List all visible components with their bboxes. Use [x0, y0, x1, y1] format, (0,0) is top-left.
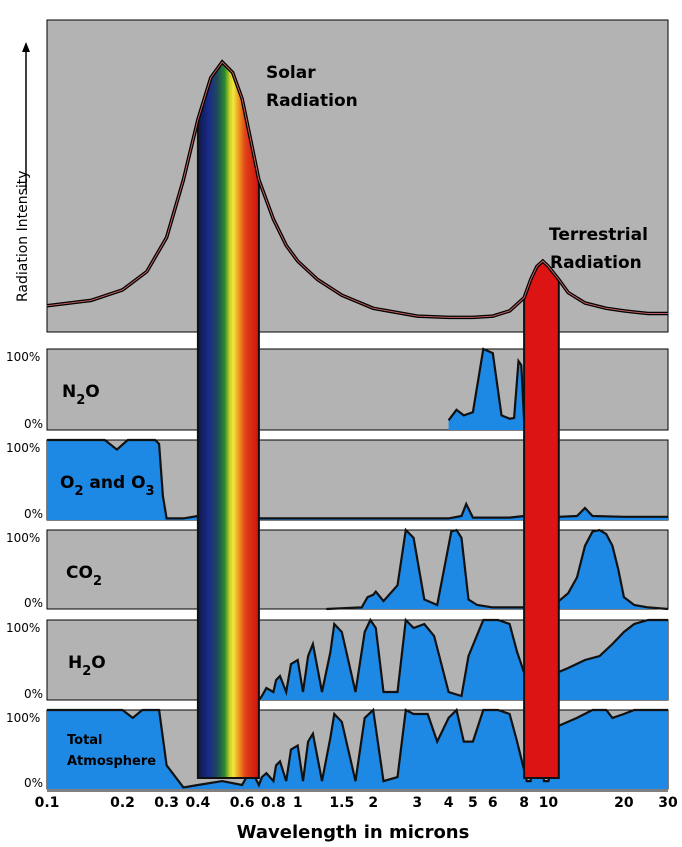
panel-1-bottom-label: 0% [24, 507, 43, 521]
panel-3-top-label: 100% [6, 621, 40, 635]
panel-4-top-label: 100% [6, 711, 40, 725]
absorption-panels: 100% 0% N2O 100% 0% O2 and O3 100% 0% CO2 100% 0% H… [6, 347, 669, 790]
panel-0-top-label: 100% [6, 350, 40, 364]
radiation-bands [196, 60, 560, 779]
x-tick-label: 0.4 [185, 795, 210, 811]
x-axis-title: Wavelength in microns [237, 822, 470, 843]
absorption-area-0 [448, 349, 559, 430]
panel-1-name: O2 and O3 [60, 473, 155, 499]
absorption-area-3 [258, 620, 668, 700]
terrestrial-label-line2: Radiation [550, 253, 642, 273]
x-tick-label: 3 [412, 795, 422, 811]
panel-0-bottom-label: 0% [24, 417, 43, 431]
solar-band [196, 60, 260, 779]
x-tick-label: 0.3 [154, 795, 179, 811]
panel-0-name: N2O [62, 382, 100, 408]
panel-0 [46, 348, 669, 431]
x-tick-label: 2 [368, 795, 378, 811]
absorption-line-2 [326, 527, 669, 611]
x-tick-label: 5 [468, 795, 478, 811]
terrestrial-label-line1: Terrestrial [549, 225, 648, 245]
x-tick-label: 20 [614, 795, 634, 811]
up-arrow-icon [22, 42, 30, 52]
x-tick-label: 0.1 [35, 795, 60, 811]
x-tick-label: 10 [539, 795, 559, 811]
x-tick-label: 1.5 [329, 795, 354, 811]
panel-3-name: H2O [68, 653, 106, 679]
x-tick-label: 1 [293, 795, 303, 811]
panel-4-name-line1: Total [67, 733, 103, 748]
x-tick-label: 0.2 [110, 795, 135, 811]
intensity-panel [46, 19, 669, 333]
y-axis-label: Radiation Intensity [15, 170, 31, 302]
x-axis-ticks: 0.1 0.2 0.3 0.4 0.6 0.8 1 1.5 2 3 4 5 6 8 10 20 30 [35, 790, 678, 811]
panel-1-top-label: 100% [6, 441, 40, 455]
terrestrial-band [523, 259, 560, 779]
intensity-curve-highlight [46, 61, 668, 318]
panel-2-bottom-label: 0% [24, 596, 43, 610]
solar-label-line1: Solar [266, 63, 316, 83]
absorption-line-3 [258, 617, 668, 701]
x-tick-label: 0.6 [230, 795, 255, 811]
absorption-area-2 [326, 530, 668, 609]
x-tick-label: 30 [658, 795, 678, 811]
panel-3-bottom-label: 0% [24, 687, 43, 701]
panel-4-name-line2: Atmosphere [67, 754, 156, 769]
panel-2-top-label: 100% [6, 531, 40, 545]
panel-4-bottom-label: 0% [24, 776, 43, 790]
x-tick-label: 8 [519, 795, 529, 811]
x-tick-label: 4 [444, 795, 454, 811]
solar-label-line2: Radiation [266, 91, 358, 111]
panel-2-name: CO2 [66, 563, 102, 589]
absorption-line-4 [47, 707, 668, 789]
x-tick-label: 0.8 [261, 795, 286, 811]
x-tick-label: 6 [488, 795, 498, 811]
